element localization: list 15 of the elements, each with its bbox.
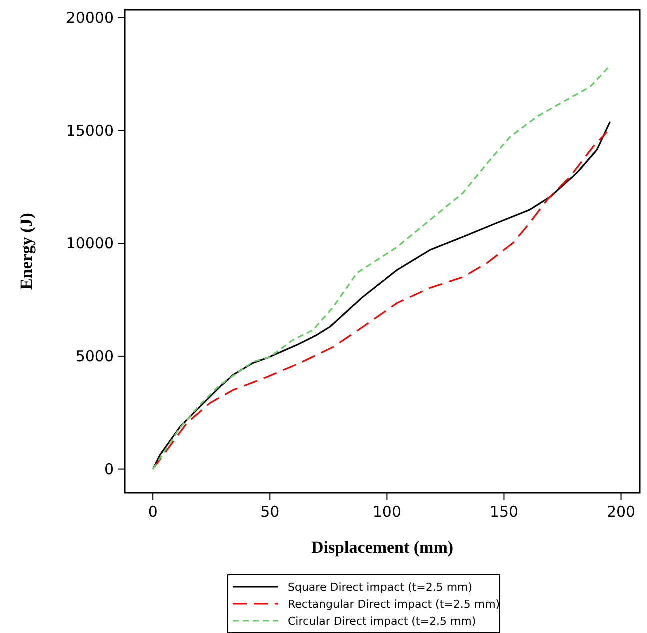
y-axis-title: Energy (J) [17, 213, 36, 290]
legend-label: Square Direct impact (t=2.5 mm) [288, 581, 473, 594]
y-tick-label: 10000 [66, 234, 114, 253]
y-tick-label: 20000 [66, 8, 114, 27]
x-tick-label: 0 [148, 503, 158, 521]
x-tick-label: 50 [260, 503, 280, 521]
legend-label: Rectangular Direct impact (t=2.5 mm) [288, 598, 500, 611]
x-tick-label: 150 [490, 503, 519, 521]
y-tick-label: 0 [104, 460, 114, 478]
y-tick-label: 15000 [66, 122, 114, 140]
x-axis-title: Displacement (mm) [311, 538, 454, 557]
x-tick-label: 200 [606, 503, 636, 521]
x-tick-label: 100 [372, 503, 402, 521]
legend-label: Circular Direct impact (t=2.5 mm) [288, 615, 476, 628]
y-tick-label: 5000 [76, 347, 114, 366]
